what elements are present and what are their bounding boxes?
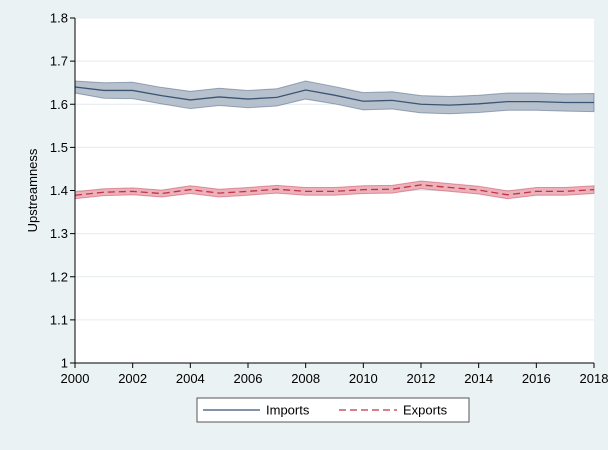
x-tick-label: 2014 [464,371,493,386]
y-tick-label: 1 [61,356,68,371]
y-tick-label: 1.7 [50,54,68,69]
x-tick-label: 2004 [176,371,205,386]
legend-label-exports: Exports [403,403,448,418]
y-tick-label: 1.6 [50,97,68,112]
x-tick-label: 2002 [118,371,147,386]
y-tick-label: 1.2 [50,269,68,284]
legend: Imports Exports [196,397,470,423]
axes [70,17,595,368]
x-tick-label: 2008 [291,371,320,386]
x-tick-label: 2006 [234,371,263,386]
x-tick-label: 2018 [580,371,608,386]
x-tick-label: 2010 [349,371,378,386]
y-tick-label: 1.8 [50,11,68,26]
confidence-band-imports [74,80,595,115]
x-tick-label: 2012 [407,371,436,386]
x-tick-label: 2016 [522,371,551,386]
y-tick-label: 1.4 [50,183,68,198]
series-lines [74,86,595,196]
y-axis-label: Upstreamness [25,148,40,232]
confidence-band-exports [74,180,595,200]
series-line-imports [74,86,594,106]
y-tick-label: 1.5 [50,140,68,155]
x-tick-label: 2000 [61,371,90,386]
y-tick-label: 1.3 [50,226,68,241]
series-line-exports [74,184,595,196]
legend-label-imports: Imports [266,403,310,418]
tick-labels: 1 1.1 1.2 1.3 1.4 1.5 1.6 1.7 1.8 2000 2002 2004 200… [50,11,608,387]
y-tick-label: 1.1 [50,312,68,327]
confidence-bands [74,80,595,200]
